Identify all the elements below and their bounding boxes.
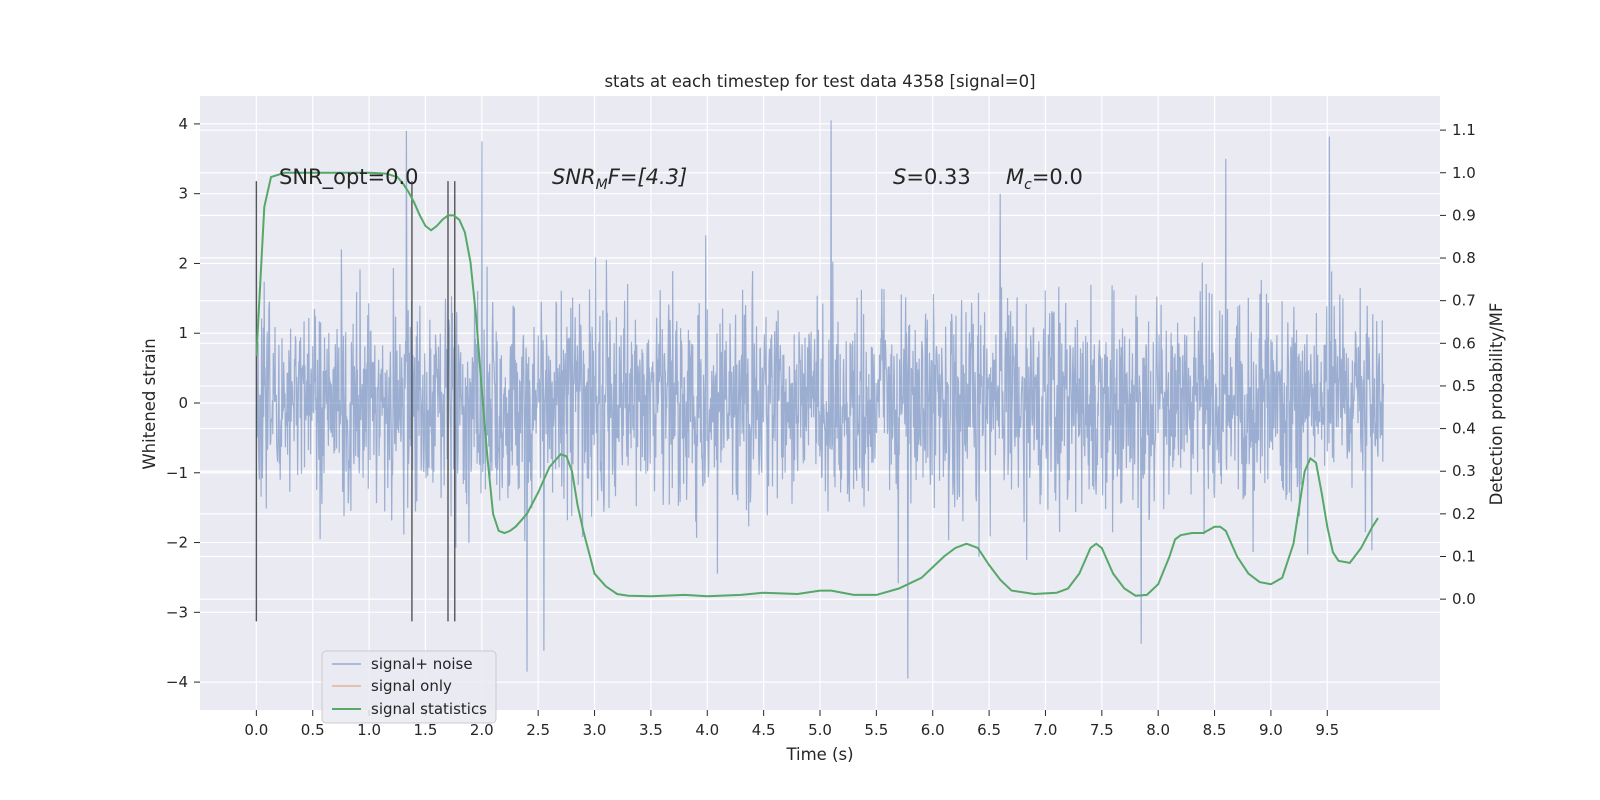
y-right-tick-label: 1.1: [1452, 121, 1476, 139]
y-right-tick-label: 0.6: [1452, 334, 1476, 352]
x-tick-label: 3.5: [639, 721, 663, 739]
legend-box: [321, 650, 497, 724]
annotation-snr-mf-value: F=[4.3]: [608, 165, 687, 189]
annotation-s-name: S: [893, 165, 906, 189]
x-axis-ticks: 0.0 0.5 1.0 1.5 2.0 2.5 3.0 3.5 4.0 4.5 5.0 5.5 6.0 6…: [244, 710, 1339, 739]
x-tick-label: 7.5: [1090, 721, 1114, 739]
x-tick-label: 7.0: [1034, 721, 1058, 739]
marker-lines: [255, 181, 456, 622]
annotation-mc-value: =0.0: [1032, 165, 1083, 189]
y-tick-label: 1: [178, 324, 188, 342]
y-axis-right-label: Detection probability/MF: [1487, 303, 1506, 506]
y-right-tick-label: 0.3: [1452, 462, 1476, 480]
y-tick-label: −3: [166, 603, 188, 621]
y-right-tick-label: 0.8: [1452, 249, 1476, 267]
y-axis-label: Whitened strain: [140, 338, 159, 469]
annotation-snr-opt: SNR_opt=0.0: [279, 165, 419, 190]
x-tick-label: 2.0: [470, 721, 494, 739]
x-axis-label: Time (s): [785, 745, 853, 764]
annotation-mc-sub: c: [1024, 177, 1032, 193]
y-right-tick-label: 0.7: [1452, 292, 1476, 310]
x-tick-label: 2.5: [526, 721, 550, 739]
y-tick-label: 3: [178, 185, 188, 203]
x-tick-label: 4.0: [695, 721, 719, 739]
series-signal-statistics: [255, 171, 1379, 598]
y-right-tick-label: 0.4: [1452, 420, 1476, 438]
x-tick-label: 4.5: [752, 721, 776, 739]
annotation-snr-mf: SNRMF=[4.3]: [552, 165, 687, 193]
x-tick-label: 1.5: [414, 721, 438, 739]
x-tick-label: 8.0: [1146, 721, 1170, 739]
annotation-mc-name: M: [1006, 165, 1024, 189]
y-right-tick-label: 0.1: [1452, 548, 1476, 566]
x-tick-label: 9.5: [1315, 721, 1339, 739]
annotation-snr-mf-sub: M: [596, 177, 608, 193]
legend: signal+ noise signal only signal statist…: [321, 650, 497, 724]
legend-label-signal-noise: signal+ noise: [371, 655, 473, 673]
x-tick-label: 9.0: [1259, 721, 1283, 739]
y-right-tick-label: 0.5: [1452, 377, 1476, 395]
y-tick-label: 2: [178, 254, 188, 272]
x-tick-label: 0.5: [301, 721, 325, 739]
y-right-tick-label: 0.0: [1452, 590, 1476, 608]
x-tick-label: 5.5: [864, 721, 888, 739]
annotation-s-value: =0.33: [906, 165, 970, 189]
y-tick-label: −4: [166, 673, 188, 691]
legend-label-signal-statistics: signal statistics: [371, 700, 487, 718]
y-tick-label: −2: [166, 534, 188, 552]
y-tick-label: −1: [166, 464, 188, 482]
x-tick-label: 0.0: [244, 721, 268, 739]
annotation-s: S=0.33: [893, 165, 971, 189]
x-tick-label: 6.5: [977, 721, 1001, 739]
series-signal-plus-noise: [255, 120, 1385, 679]
y-tick-label: 4: [178, 115, 188, 133]
y-right-tick-label: 0.2: [1452, 505, 1476, 523]
chart-title: stats at each timestep for test data 435…: [604, 72, 1035, 91]
y-axis-right-ticks: 1.1 1.0 0.9 0.8 0.7 0.6 0.5 0.4 0.3 0.2 0.1 0.0: [1440, 121, 1476, 608]
x-tick-label: 3.0: [583, 721, 607, 739]
x-tick-label: 6.0: [921, 721, 945, 739]
annotation-mc: Mc=0.0: [1006, 165, 1083, 193]
annotation-snr-mf-name: SNR: [552, 165, 596, 189]
x-tick-label: 5.0: [808, 721, 832, 739]
y-tick-label: 0: [178, 394, 188, 412]
y-right-tick-label: 1.0: [1452, 164, 1476, 182]
x-tick-label: 8.5: [1203, 721, 1227, 739]
y-right-tick-label: 0.9: [1452, 206, 1476, 224]
legend-label-signal-only: signal only: [371, 677, 452, 695]
x-tick-label: 1.0: [357, 721, 381, 739]
y-axis-left-ticks: 4 3 2 1 0 −1 −2 −3 −4: [166, 115, 200, 691]
noise-trace: [255, 120, 1385, 679]
